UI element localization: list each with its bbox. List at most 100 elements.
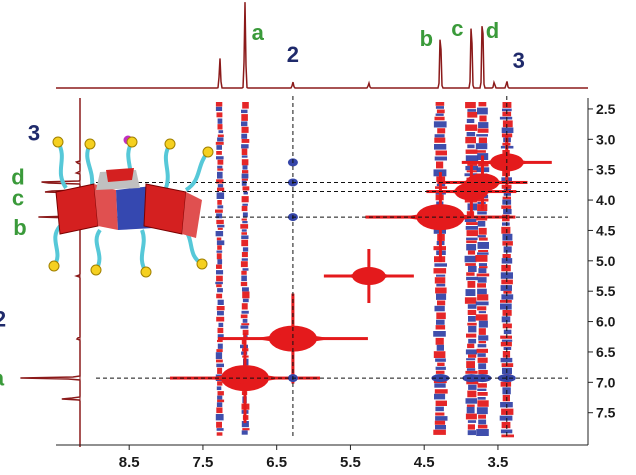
noise-stripe-1-7 — [241, 144, 249, 149]
noise-stripe-3-61 — [467, 430, 476, 436]
noise-stripe-3-22 — [466, 222, 478, 225]
noise-stripe-4-34 — [476, 273, 490, 277]
noise-stripe-2-35 — [436, 283, 446, 287]
noise-stripe-4-35 — [477, 277, 487, 283]
noise-stripe-0-60 — [217, 399, 225, 403]
noise-stripe-2-5 — [433, 121, 447, 128]
noise-stripe-5-47 — [500, 357, 513, 363]
noise-stripe-3-38 — [467, 309, 477, 315]
noise-stripe-5-31 — [500, 272, 513, 279]
noise-stripe-5-23 — [502, 222, 510, 226]
noise-stripe-1-38 — [242, 291, 250, 299]
noise-stripe-0-26 — [217, 227, 223, 230]
noise-stripe-0-5 — [218, 130, 224, 134]
noise-stripe-3-8 — [465, 149, 478, 154]
noise-stripe-4-44 — [478, 328, 486, 335]
y-tick-label-2: 3.5 — [596, 162, 616, 178]
noise-stripe-0-66 — [216, 432, 223, 436]
noise-stripe-5-38 — [502, 310, 512, 316]
diagonal-layer — [169, 135, 552, 424]
y-tick-label-0: 2.5 — [596, 101, 616, 117]
noise-stripe-4-46 — [478, 341, 486, 344]
noise-stripe-0-61 — [216, 402, 223, 407]
noise-stripe-0-37 — [215, 281, 223, 285]
noise-stripe-0-6 — [217, 134, 224, 138]
noise-stripe-5-30 — [501, 264, 511, 272]
noise-stripe-2-60 — [434, 420, 446, 425]
noise-stripe-0-56 — [217, 381, 223, 386]
noise-stripe-1-14 — [241, 178, 248, 181]
top-projection-trace — [56, 2, 588, 89]
noise-stripe-4-39 — [475, 301, 489, 306]
noise-stripe-1-36 — [240, 281, 248, 287]
noise-stripe-3-10 — [467, 162, 478, 166]
noise-stripe-4-31 — [478, 263, 487, 266]
noise-stripe-4-61 — [478, 419, 487, 425]
noise-stripe-1-32 — [240, 261, 248, 268]
noise-stripe-4-32 — [479, 266, 488, 269]
noise-stripe-4-7 — [475, 143, 488, 150]
noise-stripe-0-18 — [217, 187, 225, 191]
x-tick-label-0: 8.5 — [119, 454, 140, 471]
noise-stripe-0-29 — [216, 240, 225, 246]
noise-stripe-0-21 — [217, 205, 224, 209]
noise-stripe-0-30 — [217, 245, 222, 250]
noise-stripe-3-1 — [467, 109, 477, 112]
noise-stripe-4-49 — [477, 353, 486, 357]
top-peak-label-c: c — [451, 16, 463, 41]
noise-stripe-0-57 — [216, 386, 222, 391]
noise-stripe-5-57 — [499, 415, 513, 421]
noise-stripe-4-2 — [479, 115, 487, 122]
left-peak-label-3: 3 — [28, 120, 40, 145]
noise-stripe-1-5 — [241, 133, 248, 139]
noise-stripe-5-37 — [500, 303, 512, 310]
noise-stripe-0-12 — [217, 159, 224, 165]
noise-stripe-0-13 — [217, 165, 223, 169]
noise-stripe-1-19 — [242, 203, 248, 206]
noise-stripe-4-24 — [478, 227, 487, 235]
noise-stripe-3-56 — [466, 404, 475, 407]
noise-stripe-0-20 — [217, 200, 222, 205]
noise-stripe-5-27 — [503, 246, 512, 253]
noise-stripe-2-33 — [436, 274, 446, 277]
noise-stripe-5-21 — [503, 209, 512, 215]
noise-stripe-5-28 — [502, 254, 511, 258]
noise-stripe-4-55 — [477, 388, 487, 391]
noise-stripe-0-39 — [217, 288, 223, 293]
noise-stripe-1-18 — [241, 196, 249, 203]
noise-stripe-0-23 — [216, 213, 223, 219]
noise-stripe-0-52 — [216, 359, 223, 363]
noise-stripe-4-21 — [477, 211, 487, 215]
noise-stripe-3-27 — [466, 244, 477, 251]
noise-stripe-1-4 — [241, 126, 249, 133]
y-tick-label-10: 7.5 — [596, 405, 616, 421]
noise-stripe-1-44 — [241, 323, 250, 326]
left-projection-trace — [20, 98, 81, 447]
noise-stripe-0-40 — [216, 293, 223, 299]
noise-stripe-1-0 — [242, 102, 249, 109]
noise-stripe-4-45 — [478, 335, 489, 341]
noise-stripe-2-57 — [435, 406, 444, 412]
noise-stripe-5-43 — [501, 339, 513, 342]
noise-stripe-1-33 — [242, 268, 249, 271]
noise-stripe-4-5 — [476, 134, 488, 137]
noise-stripe-4-8 — [477, 150, 486, 153]
noise-stripe-1-2 — [241, 114, 248, 121]
noise-stripe-1-22 — [241, 218, 247, 221]
noise-stripe-0-47 — [217, 334, 224, 339]
noise-stripe-1-29 — [242, 247, 249, 252]
noise-stripe-0-38 — [216, 284, 222, 288]
noise-stripe-5-46 — [502, 351, 511, 358]
noise-stripe-2-40 — [436, 312, 446, 320]
axes: 8.5 7.5 6.5 5.5 4.5 3.5 2.5 3.0 3.5 4.0 4.5 5.0 5.5 6… — [56, 98, 616, 471]
noise-stripe-0-63 — [215, 414, 224, 421]
noise-stripe-5-52 — [500, 381, 512, 387]
noise-stripe-5-36 — [500, 299, 512, 303]
noise-stripe-4-60 — [478, 414, 486, 419]
noise-stripe-0-16 — [216, 179, 224, 184]
diagonal-flare-2 — [344, 270, 393, 283]
noise-stripe-4-54 — [477, 383, 487, 388]
noise-stripe-1-21 — [242, 212, 248, 218]
y-tick-label-8: 6.5 — [596, 344, 616, 360]
noise-stripe-5-48 — [501, 363, 514, 367]
